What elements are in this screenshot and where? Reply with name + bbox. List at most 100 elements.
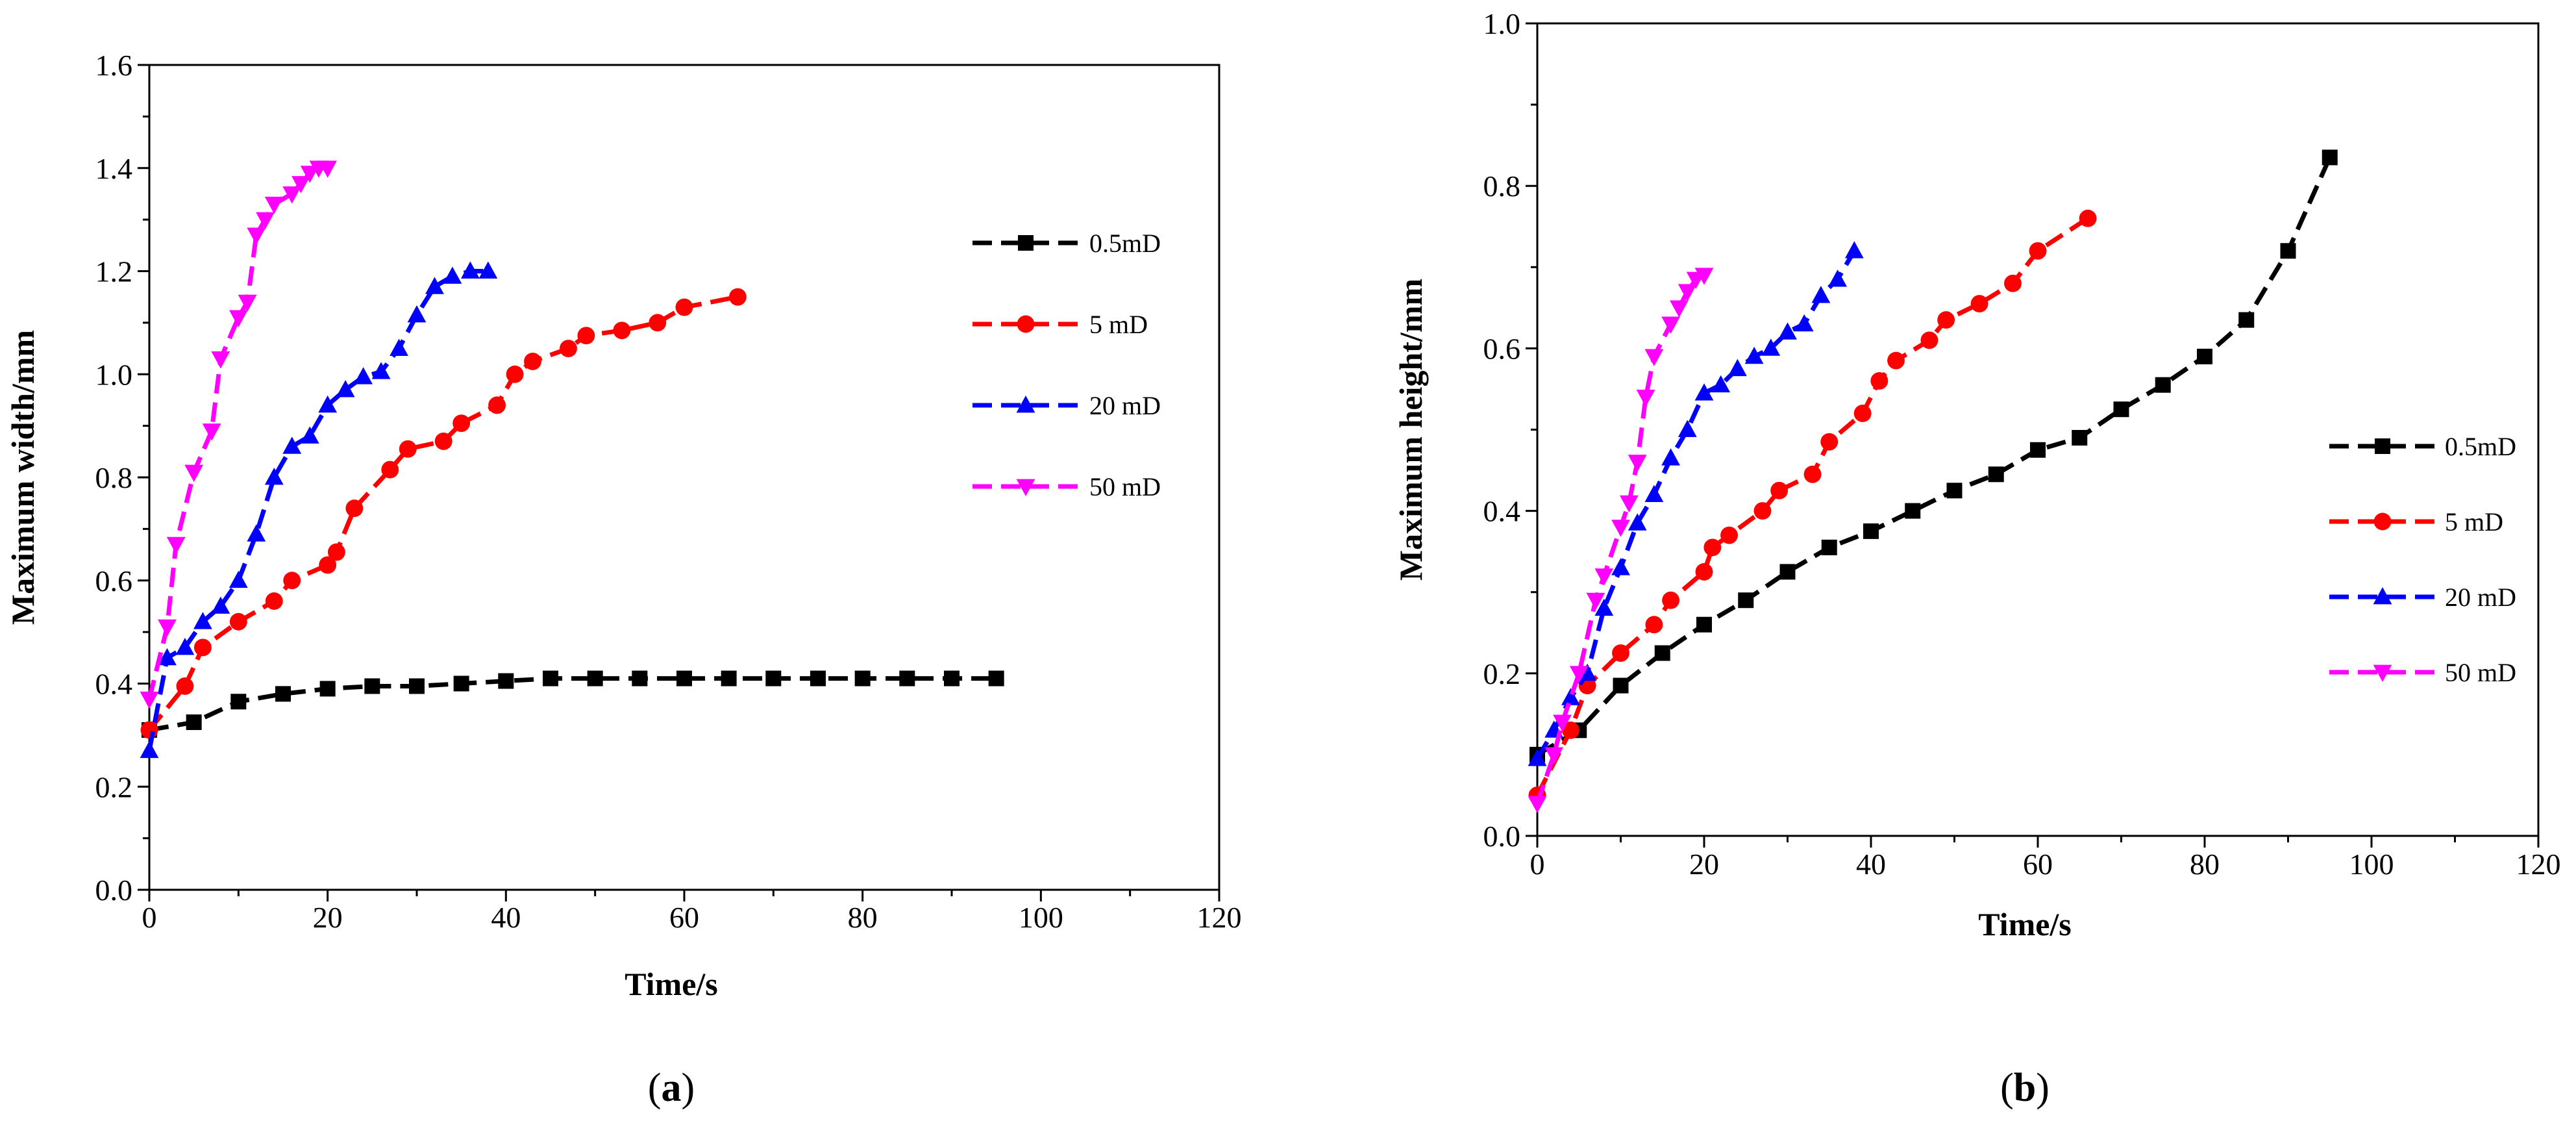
x-axis-label: Time/s	[625, 966, 718, 1002]
data-point	[2072, 430, 2088, 446]
data-point	[1636, 390, 1655, 407]
data-point	[319, 556, 337, 574]
x-axis-label: Time/s	[1978, 906, 2072, 942]
data-point	[184, 464, 204, 483]
panel-paren: )	[682, 1066, 695, 1110]
panel-label: (a)	[648, 1066, 695, 1110]
series-0.5md	[142, 670, 1004, 738]
y-tick-label: 0.8	[95, 461, 133, 494]
series-50md	[1528, 268, 1714, 813]
data-point	[407, 305, 427, 323]
data-point	[1645, 616, 1663, 634]
data-point	[1794, 314, 1814, 332]
data-point	[318, 160, 338, 178]
data-point	[1821, 539, 1837, 555]
x-tick-label: 80	[848, 901, 878, 934]
data-point	[2238, 312, 2255, 328]
x-tick-label: 80	[2190, 848, 2220, 881]
data-point	[1744, 346, 1764, 364]
data-point	[1761, 338, 1781, 356]
series-line	[147, 294, 739, 732]
data-point	[1728, 359, 1747, 377]
legend-label: 20 mD	[2445, 583, 2516, 612]
series-line	[147, 269, 488, 751]
data-point	[443, 266, 462, 284]
y-tick-label: 0.6	[95, 564, 133, 598]
data-point	[1770, 481, 1789, 499]
data-point	[1553, 714, 1572, 732]
data-point	[488, 396, 506, 414]
panel-label: (b)	[2000, 1066, 2050, 1110]
series-20md	[1528, 241, 1864, 766]
data-point	[1612, 644, 1629, 662]
y-tick-label: 1.2	[95, 255, 133, 288]
data-point	[247, 524, 266, 542]
y-tick-label: 1.0	[95, 358, 133, 391]
data-point	[1711, 375, 1731, 393]
data-point	[264, 468, 284, 485]
series-line	[1536, 156, 2332, 757]
data-point	[390, 338, 408, 356]
data-point	[524, 352, 541, 370]
data-point	[193, 638, 212, 657]
y-tick-label: 1.4	[95, 152, 133, 185]
x-tick-label: 120	[1197, 901, 1242, 934]
data-point	[1738, 592, 1754, 609]
data-point	[364, 678, 380, 694]
data-point	[1644, 349, 1664, 366]
plot-frame	[148, 64, 1220, 891]
legend-marker	[2373, 512, 2392, 531]
data-point	[409, 678, 425, 694]
legend-entry: 50 mD	[2329, 658, 2516, 687]
data-point	[345, 499, 364, 518]
data-point	[1644, 485, 1664, 502]
data-point	[506, 365, 524, 383]
x-tick-label: 60	[669, 901, 699, 934]
data-point	[1778, 322, 1797, 340]
data-point	[1569, 666, 1589, 683]
data-point	[371, 362, 391, 379]
data-point	[1613, 677, 1629, 694]
legend-marker	[2373, 664, 2392, 682]
data-point	[229, 612, 247, 631]
data-point	[300, 166, 319, 183]
data-point	[1661, 316, 1680, 334]
series-0.5md	[1530, 149, 2338, 762]
x-tick-label: 0	[142, 901, 157, 934]
data-point	[2113, 401, 2129, 418]
data-point	[434, 432, 452, 450]
data-point	[166, 536, 186, 555]
legend-marker	[1018, 235, 1034, 251]
legend-label: 20 mD	[1089, 391, 1161, 420]
y-tick-label: 1.6	[95, 49, 133, 82]
data-point	[1678, 420, 1697, 437]
data-point	[1594, 568, 1614, 586]
data-point	[453, 675, 469, 692]
data-point	[1694, 383, 1714, 401]
data-point	[2322, 149, 2338, 166]
y-tick-label: 1.0	[1483, 7, 1521, 40]
data-point	[300, 426, 319, 444]
x-tick-label: 100	[1019, 901, 1063, 934]
y-tick-label: 0.8	[1483, 170, 1521, 203]
data-point	[2197, 348, 2212, 364]
data-point	[1946, 483, 1963, 499]
data-point	[1887, 351, 1905, 370]
legend-marker	[2375, 438, 2390, 454]
data-point	[336, 380, 355, 397]
data-point	[1670, 300, 1689, 318]
data-point	[275, 686, 291, 702]
data-point	[498, 673, 514, 689]
data-point	[587, 670, 603, 686]
y-tick-label: 0.4	[1483, 495, 1521, 528]
y-axis-label: Maximum width/mm	[5, 330, 41, 625]
data-point	[1611, 558, 1630, 575]
data-point	[291, 176, 310, 194]
data-point	[1920, 331, 1938, 349]
data-point	[1779, 564, 1796, 580]
data-point	[1844, 241, 1864, 258]
data-point	[230, 694, 247, 710]
data-point	[1988, 466, 2004, 483]
data-point	[577, 327, 595, 345]
